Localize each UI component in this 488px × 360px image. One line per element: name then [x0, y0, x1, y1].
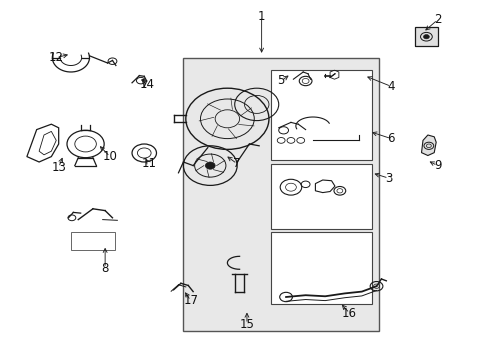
Bar	[71, 232, 115, 250]
Bar	[183, 58, 378, 331]
Text: 10: 10	[102, 150, 117, 163]
Text: 9: 9	[433, 159, 441, 172]
Text: 2: 2	[433, 13, 441, 26]
Text: 4: 4	[386, 80, 394, 93]
Text: 3: 3	[384, 172, 392, 185]
Bar	[271, 232, 371, 304]
Bar	[271, 70, 371, 160]
Text: 1: 1	[257, 10, 265, 23]
Text: 14: 14	[139, 78, 154, 91]
Text: 15: 15	[239, 318, 254, 330]
Bar	[414, 27, 437, 46]
Text: 12: 12	[49, 51, 63, 64]
Text: 6: 6	[386, 132, 394, 145]
Text: 7: 7	[233, 157, 241, 170]
Text: 11: 11	[142, 157, 156, 170]
Text: 8: 8	[101, 262, 109, 275]
Circle shape	[423, 35, 428, 39]
Text: 13: 13	[51, 161, 66, 174]
Text: 5: 5	[277, 75, 285, 87]
Circle shape	[205, 162, 215, 169]
Bar	[271, 164, 371, 229]
Polygon shape	[421, 135, 435, 156]
Text: 17: 17	[183, 294, 198, 307]
Text: 16: 16	[342, 307, 356, 320]
